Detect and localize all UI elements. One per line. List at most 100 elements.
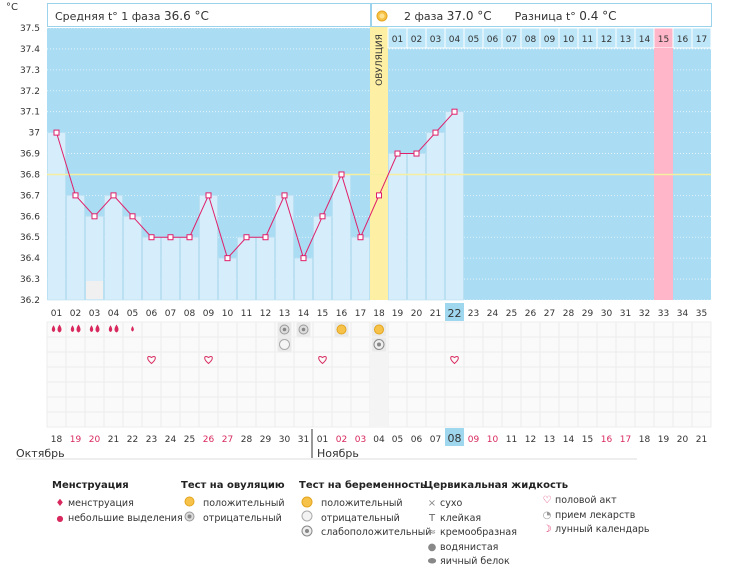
legend-item: положительный bbox=[321, 498, 403, 509]
temperature-point bbox=[129, 213, 136, 220]
temp-bar bbox=[199, 195, 218, 301]
menstruation-drop-icon bbox=[114, 324, 119, 333]
date-label: 11 bbox=[506, 435, 517, 445]
cycle-day-label: 32 bbox=[639, 309, 650, 319]
preg-weak-icon bbox=[299, 525, 315, 543]
cycle-day-label: 09 bbox=[203, 309, 215, 319]
legend-item: отрицательный bbox=[321, 512, 400, 524]
date-label: 26 bbox=[203, 435, 215, 445]
post-ov-day-cell bbox=[691, 27, 712, 49]
temp-bar bbox=[123, 216, 142, 301]
temp-bar bbox=[351, 236, 370, 301]
temp-bar bbox=[407, 153, 426, 301]
cycle-day-label: 13 bbox=[279, 309, 290, 319]
temp-bar bbox=[142, 236, 161, 301]
date-label: 03 bbox=[355, 435, 366, 445]
ov-test-negative-dot bbox=[301, 327, 306, 332]
date-label: 10 bbox=[487, 435, 499, 445]
post-ov-day-label: 03 bbox=[430, 35, 441, 45]
temperature-point bbox=[376, 192, 382, 199]
legend-item: прием лекарств bbox=[555, 509, 636, 521]
watery-icon: ● bbox=[427, 541, 437, 553]
ovulation-label: ОВУЛЯЦИЯ bbox=[375, 34, 385, 86]
post-ov-day-label: 09 bbox=[544, 35, 556, 45]
legend-item: положительный bbox=[203, 498, 285, 509]
post-ov-day-label: 15 bbox=[658, 35, 669, 45]
creamy-icon: ≈ bbox=[427, 527, 437, 538]
y-tick-label: 36.7 bbox=[20, 191, 40, 201]
temp-bar bbox=[161, 236, 180, 301]
post-ov-day-label: 02 bbox=[411, 35, 422, 45]
temperature-point bbox=[205, 192, 212, 199]
legend-menstruation: Менструация ♦ менструация ● небольшие выде… bbox=[52, 480, 183, 526]
temp-bar bbox=[218, 257, 237, 301]
y-tick-label: 36.6 bbox=[20, 212, 40, 222]
temperature-point bbox=[338, 171, 345, 178]
temp-bar bbox=[180, 236, 199, 301]
date-label: 16 bbox=[601, 435, 613, 445]
date-label: 12 bbox=[525, 435, 536, 445]
temperature-point bbox=[186, 234, 193, 241]
temp-bar bbox=[66, 195, 85, 301]
y-tick-label: 36.5 bbox=[20, 233, 40, 243]
cycle-day-label: 15 bbox=[317, 309, 328, 319]
temperature-point bbox=[413, 150, 420, 157]
temp-bar bbox=[47, 132, 66, 301]
legend-item: отрицательный bbox=[203, 512, 282, 524]
post-ov-day-label: 07 bbox=[506, 35, 517, 45]
legend-cervical-title: Цервикальная жидкость bbox=[424, 480, 569, 491]
date-label: 20 bbox=[677, 435, 689, 445]
cycle-day-label: 27 bbox=[544, 309, 555, 319]
temp-bar bbox=[237, 236, 256, 301]
date-label: 23 bbox=[146, 435, 157, 445]
date-label: 15 bbox=[582, 435, 593, 445]
legend-other: ♡ половой акт ◔ прием лекарств ☽ лунный кал… bbox=[539, 494, 650, 538]
phase1-label: Средняя t° 1 фаза bbox=[55, 10, 161, 23]
y-tick-label: 37.1 bbox=[20, 108, 40, 118]
heart-icon bbox=[147, 355, 156, 365]
moon-cell bbox=[86, 281, 103, 299]
legend-item: водянистая bbox=[440, 541, 499, 553]
y-tick-label: 36.2 bbox=[20, 296, 40, 306]
date-label: 08 bbox=[448, 432, 462, 445]
preg-test-weak-dot bbox=[377, 342, 381, 347]
date-label: 17 bbox=[620, 435, 631, 445]
post-ov-day-label: 14 bbox=[639, 35, 651, 45]
cycle-day-label: 07 bbox=[165, 309, 176, 319]
legend-ovulation-title: Тест на овуляцию bbox=[181, 480, 285, 491]
temperature-point bbox=[262, 234, 269, 241]
cycle-day-label: 19 bbox=[392, 309, 404, 319]
menstruation-drop-icon bbox=[57, 324, 62, 333]
sticky-icon: T bbox=[428, 512, 436, 524]
date-label: 05 bbox=[392, 435, 403, 445]
temp-bar bbox=[313, 216, 332, 301]
temp-bar bbox=[388, 153, 407, 301]
y-axis-unit: °C bbox=[6, 2, 18, 13]
diff-label: Разница t° bbox=[514, 10, 576, 23]
cycle-day-label: 12 bbox=[260, 309, 271, 319]
cycle-day-label: 01 bbox=[51, 309, 62, 319]
heart-icon bbox=[318, 355, 327, 365]
temperature-point bbox=[53, 129, 60, 136]
menstruation-drop-icon bbox=[131, 326, 134, 332]
y-tick-label: 37.5 bbox=[20, 24, 40, 34]
legend-item: кремообразная bbox=[440, 527, 517, 538]
temperature-point bbox=[432, 129, 439, 136]
date-label: 18 bbox=[639, 435, 651, 445]
current-date-cell bbox=[445, 428, 464, 446]
current-day-cell bbox=[445, 303, 464, 321]
cycle-day-label: 05 bbox=[127, 309, 138, 319]
post-ov-day-label: 12 bbox=[601, 35, 612, 45]
legend-item: половой акт bbox=[555, 495, 617, 506]
temperature-point bbox=[319, 213, 326, 220]
cycle-day-label: 04 bbox=[108, 309, 120, 319]
phase1-value: 36.6 °C bbox=[164, 9, 209, 23]
date-label: 21 bbox=[108, 435, 119, 445]
legend-item: лунный календарь bbox=[555, 524, 650, 535]
legend-pregnancy-title: Тест на беременность bbox=[299, 480, 427, 491]
temp-bar bbox=[332, 174, 351, 301]
temp-bar bbox=[256, 236, 275, 301]
ov-test-negative-dot bbox=[282, 327, 287, 332]
ovulation-column bbox=[370, 3, 388, 300]
